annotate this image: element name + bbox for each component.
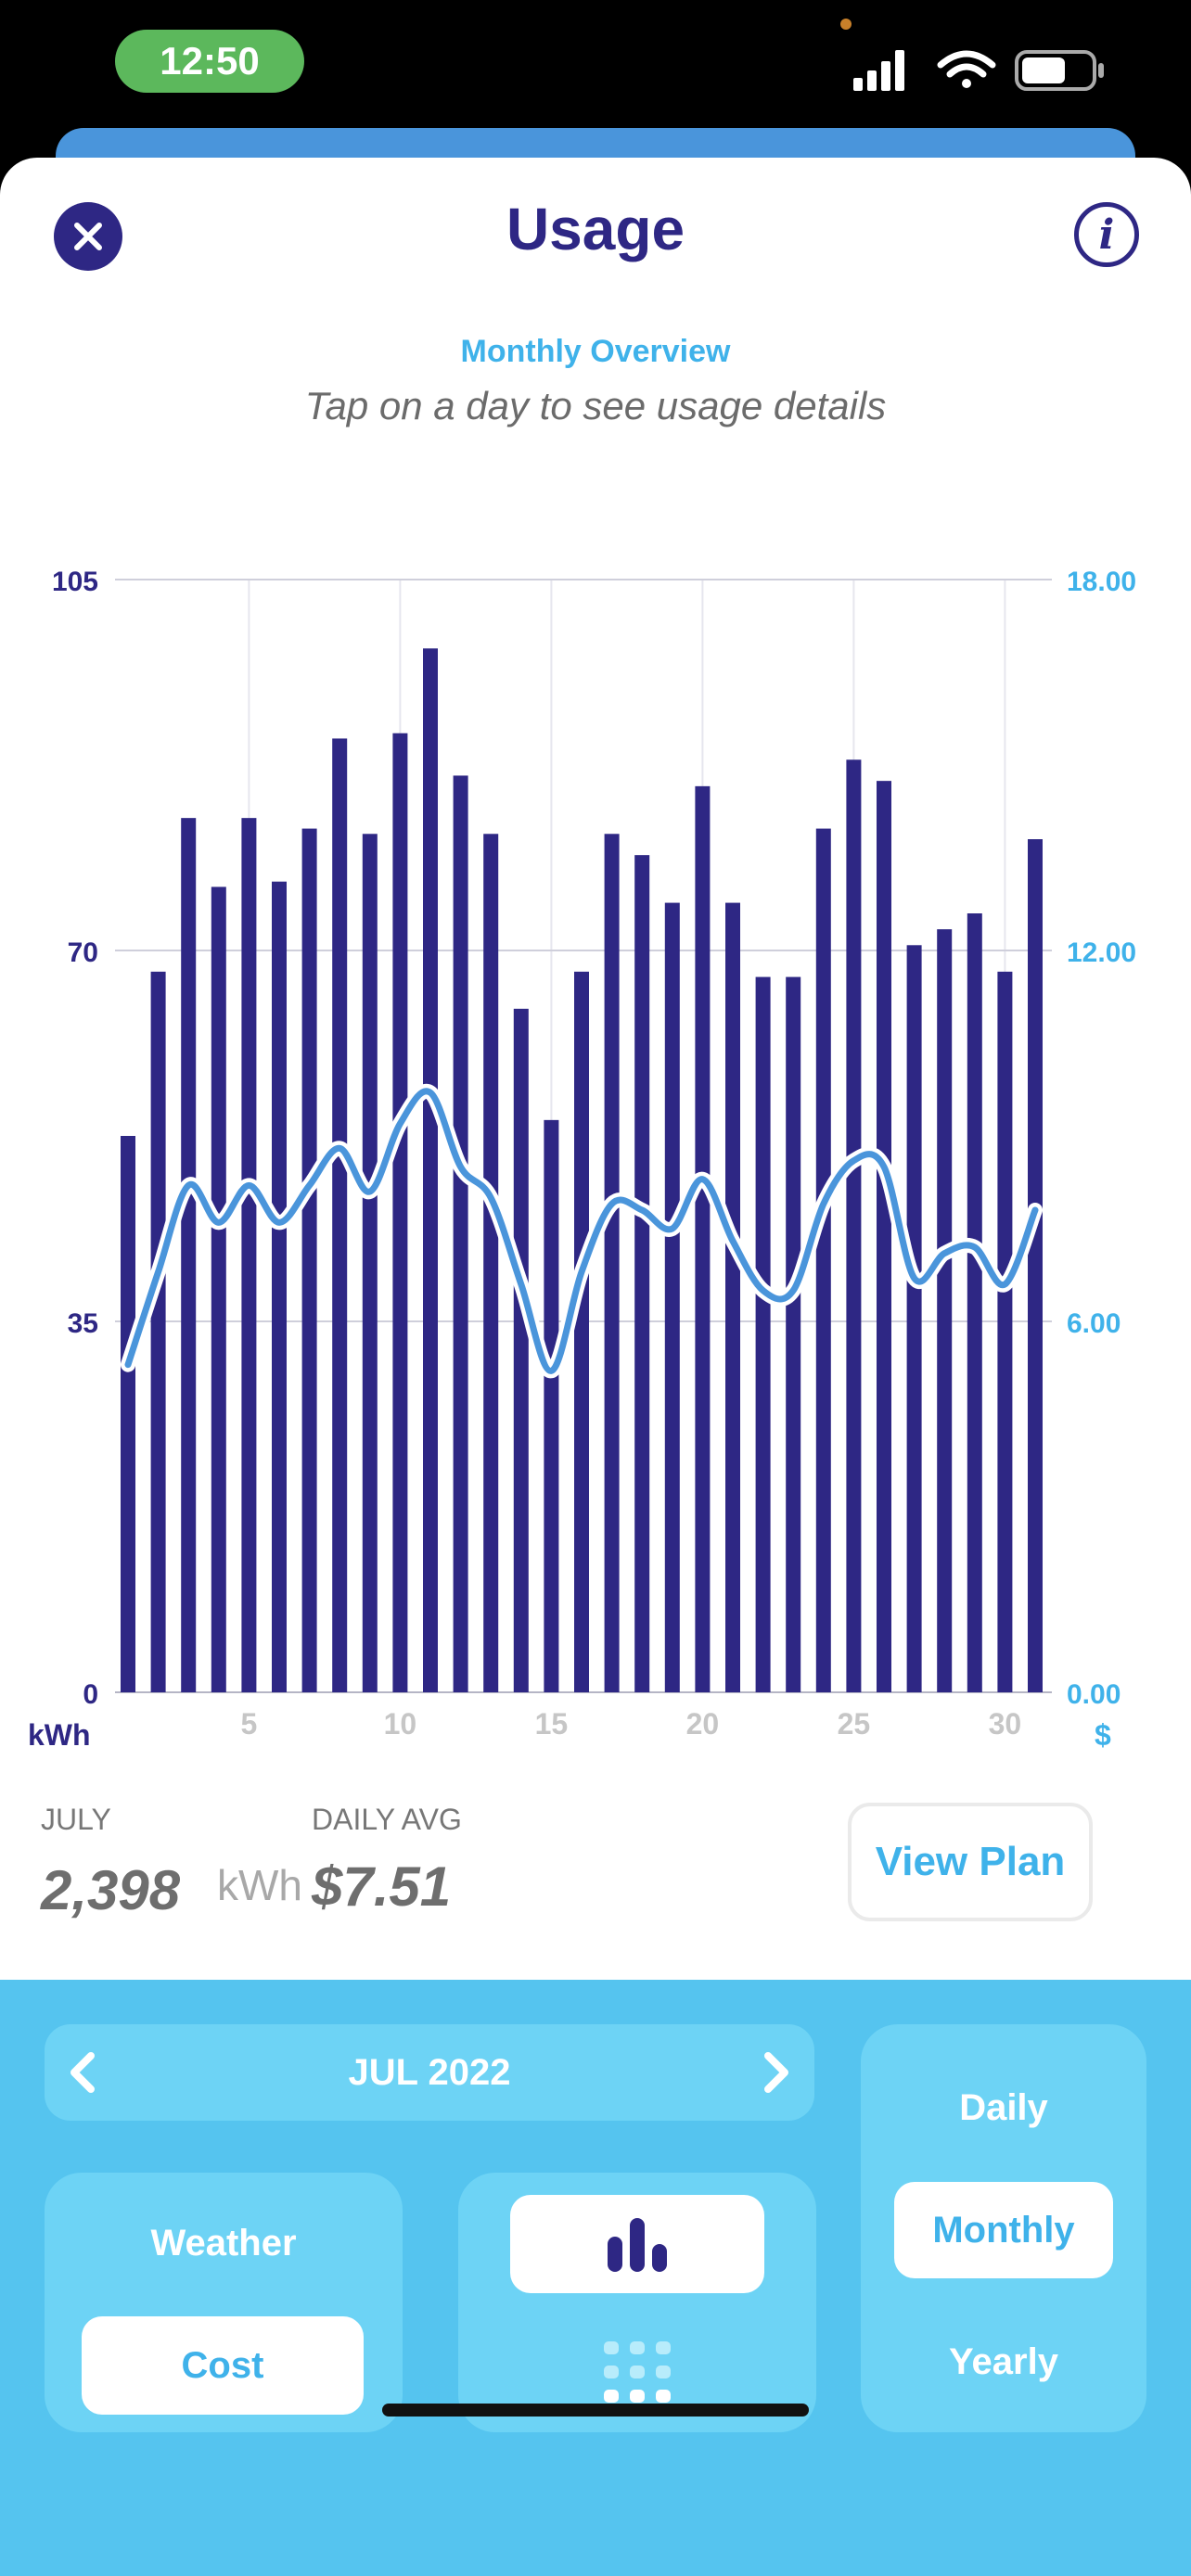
metric-toggle: Weather Cost — [45, 2173, 403, 2432]
chevron-right-icon — [763, 2052, 788, 2093]
usage-bar[interactable] — [877, 781, 891, 1692]
view-mode-toggle — [458, 2173, 816, 2432]
status-bar: 12:50 — [0, 0, 1191, 139]
x-tick-label: 25 — [838, 1707, 871, 1741]
month-navigator: JUL 2022 — [45, 2024, 814, 2121]
usage-bar[interactable] — [846, 759, 862, 1692]
y-left-tick-label: 35 — [68, 1308, 98, 1339]
month-total-unit: kWh — [217, 1861, 302, 1909]
view-plan-button[interactable]: View Plan — [848, 1803, 1093, 1921]
usage-bar[interactable] — [544, 1119, 559, 1692]
x-tick-label: 15 — [535, 1707, 569, 1741]
usage-bar[interactable] — [574, 971, 589, 1692]
usage-bar[interactable] — [997, 971, 1013, 1692]
y-right-unit-label: $ — [1095, 1718, 1111, 1752]
daily-avg-label: DAILY AVG — [312, 1803, 462, 1836]
y-right-tick-label: 12.00 — [1067, 937, 1136, 968]
status-time: 12:50 — [115, 30, 304, 93]
status-icons — [853, 50, 1104, 91]
x-tick-label: 30 — [989, 1707, 1022, 1741]
signal-icon — [853, 50, 904, 91]
battery-icon — [1015, 50, 1104, 91]
usage-bar[interactable] — [211, 886, 226, 1692]
weather-option[interactable]: Weather — [150, 2223, 297, 2264]
page-title: Usage — [506, 196, 685, 262]
usage-bar[interactable] — [513, 1008, 529, 1692]
usage-bar[interactable] — [967, 913, 982, 1692]
info-button[interactable]: i — [1074, 202, 1139, 267]
daily-option[interactable]: Daily — [959, 2087, 1048, 2128]
usage-bar[interactable] — [634, 855, 650, 1692]
usage-bar[interactable] — [332, 738, 348, 1692]
daily-avg-value: $7.51 — [312, 1855, 452, 1918]
usage-bar[interactable] — [604, 834, 620, 1692]
month-total-label: JULY — [41, 1803, 111, 1836]
chevron-left-icon — [70, 2052, 95, 2093]
y-right-tick-label: 0.00 — [1067, 1679, 1121, 1710]
y-right-tick-label: 18.00 — [1067, 567, 1136, 597]
period-toggle: Daily Monthly Yearly — [861, 2024, 1146, 2432]
monthly-option[interactable]: Monthly — [894, 2182, 1113, 2278]
grid-dots-icon — [604, 2341, 671, 2403]
usage-bar[interactable] — [483, 834, 499, 1692]
usage-bar[interactable] — [150, 971, 166, 1692]
chart-subtitle: Monthly Overview — [460, 334, 731, 369]
usage-bar[interactable] — [815, 828, 831, 1692]
cost-line — [124, 1088, 1039, 1374]
usage-bar[interactable] — [241, 818, 257, 1692]
usage-chart[interactable]: 0 35 70 105 0.00 6.00 12.00 18.00 5 10 15 20 25 30 kWh… — [0, 158, 1191, 1938]
usage-bar[interactable] — [755, 976, 771, 1692]
y-left-tick-label: 105 — [52, 567, 98, 597]
usage-bar[interactable] — [392, 733, 408, 1692]
cost-option[interactable]: Cost — [82, 2316, 364, 2415]
usage-bar[interactable] — [272, 881, 287, 1692]
chart-hint: Tap on a day to see usage details — [304, 384, 887, 427]
home-indicator — [382, 2404, 809, 2417]
yearly-option[interactable]: Yearly — [949, 2341, 1058, 2382]
usage-bar[interactable] — [664, 902, 680, 1692]
x-tick-label: 10 — [384, 1707, 417, 1741]
usage-bar[interactable] — [181, 818, 197, 1692]
prev-month-button[interactable] — [45, 2024, 122, 2121]
x-tick-label: 20 — [686, 1707, 720, 1741]
controls-panel: JUL 2022 Weather Cost — [0, 1980, 1191, 2576]
usage-bar[interactable] — [301, 828, 317, 1692]
usage-bar[interactable] — [1028, 839, 1043, 1692]
close-button[interactable] — [54, 202, 122, 271]
y-right-tick-label: 6.00 — [1067, 1308, 1121, 1339]
usage-bar[interactable] — [362, 834, 378, 1692]
usage-bar[interactable] — [906, 945, 922, 1692]
wifi-icon — [937, 50, 996, 88]
bar-chart-icon — [608, 2218, 667, 2272]
privacy-indicator-dot — [840, 19, 852, 30]
bar-view-option[interactable] — [510, 2195, 764, 2293]
usage-bar[interactable] — [423, 648, 438, 1693]
y-left-tick-label: 70 — [68, 937, 98, 968]
close-icon — [74, 223, 102, 250]
next-month-button[interactable] — [736, 2024, 814, 2121]
usage-bar[interactable] — [937, 929, 953, 1692]
y-left-unit-label: kWh — [28, 1718, 91, 1752]
usage-bar[interactable] — [695, 785, 711, 1692]
usage-bar[interactable] — [121, 1136, 135, 1692]
month-total-value: 2,398 — [41, 1859, 181, 1921]
x-tick-label: 5 — [241, 1707, 258, 1741]
usage-bar[interactable] — [786, 976, 801, 1692]
usage-bar[interactable] — [453, 775, 468, 1692]
grid-view-option[interactable] — [600, 2340, 674, 2404]
y-left-tick-label: 0 — [83, 1679, 98, 1710]
info-icon: i — [1098, 210, 1115, 259]
month-label: JUL 2022 — [348, 2051, 511, 2093]
usage-bar[interactable] — [725, 902, 740, 1692]
